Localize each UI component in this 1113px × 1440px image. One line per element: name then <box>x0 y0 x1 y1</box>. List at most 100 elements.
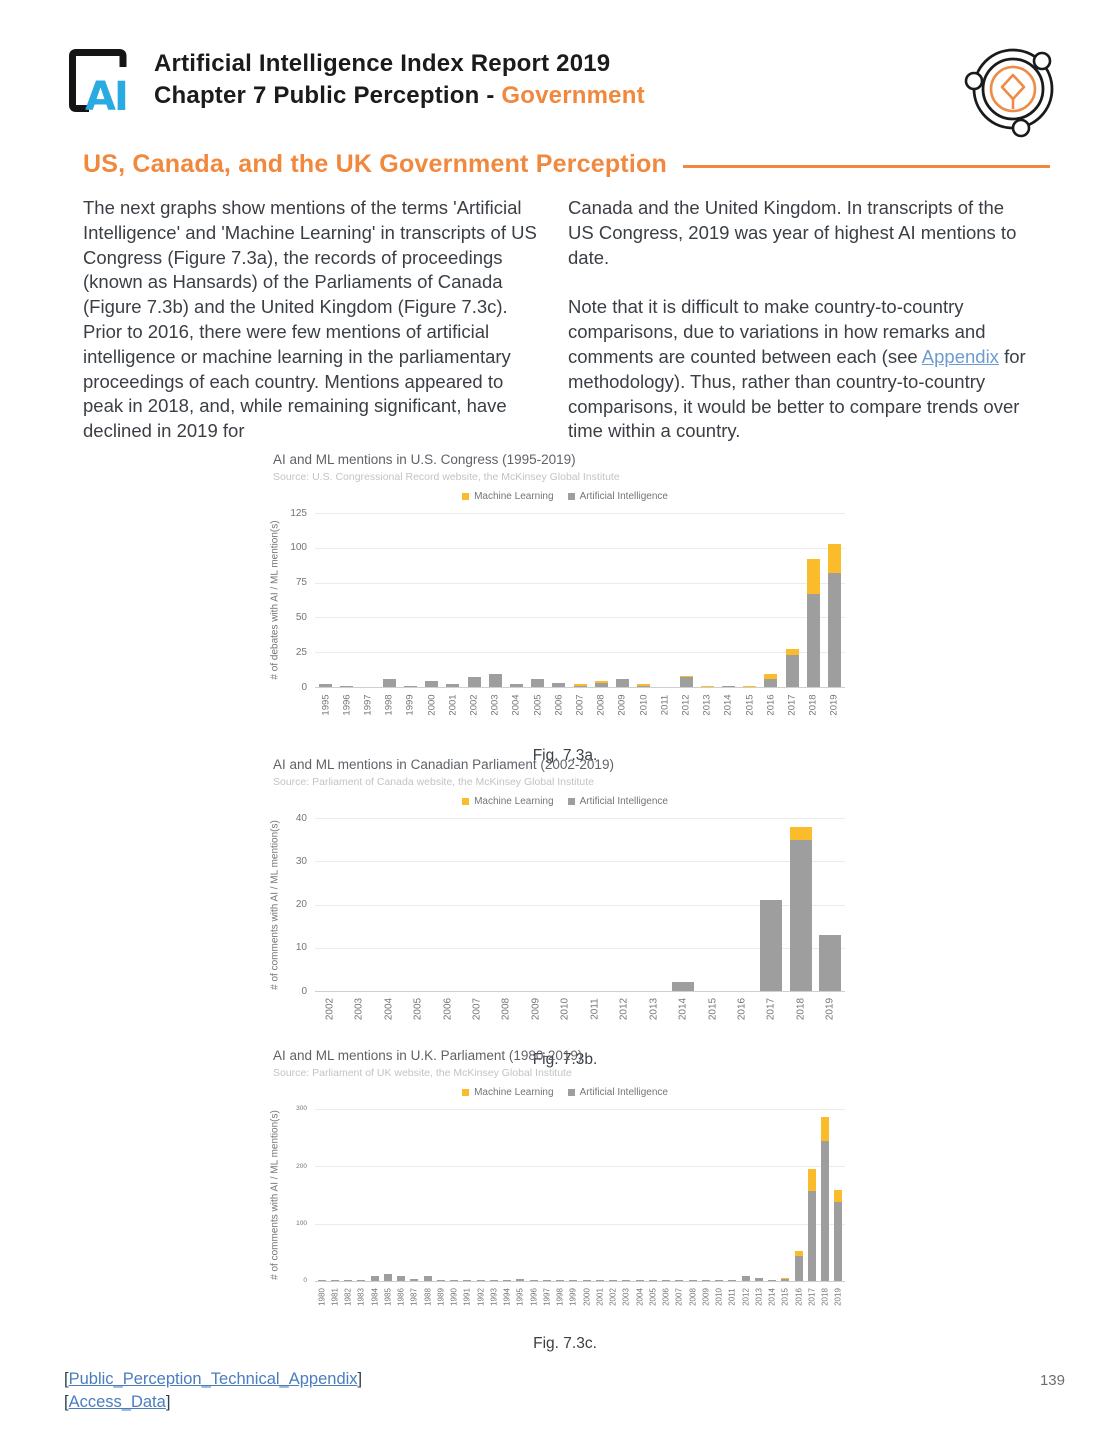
x-tick-label: 1996 <box>529 1288 539 1306</box>
bar-segment <box>764 678 778 687</box>
x-tick-label: 1999 <box>404 694 416 716</box>
bar-segment <box>467 677 481 687</box>
y-axis-title: # of comments with AI / ML mention(s) <box>269 819 281 990</box>
y-tick-label: 25 <box>295 646 307 658</box>
bar-segment <box>728 1280 737 1282</box>
bar-segment <box>503 1279 512 1281</box>
bar-segment <box>827 572 841 687</box>
x-tick-label: 2003 <box>489 694 501 716</box>
x-tick-label: 2002 <box>608 1288 618 1306</box>
access-data-link[interactable]: Access_Data <box>68 1393 166 1411</box>
chart-legend: Machine Learning Artificial Intelligence <box>265 794 865 808</box>
bar-segment <box>357 1280 366 1282</box>
report-title: Artificial Intelligence Index Report 201… <box>154 50 611 77</box>
bar-segment <box>594 682 608 687</box>
bar-segment <box>397 1275 406 1281</box>
bar-segment <box>700 685 714 687</box>
legend-label: Machine Learning <box>474 795 554 807</box>
x-tick-label: 2014 <box>722 694 734 716</box>
x-tick-label: 1989 <box>436 1288 446 1306</box>
paragraph-text: Note that it is difficult to make countr… <box>568 296 986 367</box>
x-axis-line <box>315 687 845 688</box>
bar-segment <box>834 1189 843 1202</box>
x-tick-label: 1996 <box>341 694 353 716</box>
x-tick-label: 1982 <box>343 1288 353 1306</box>
y-tick-label: 100 <box>290 542 307 554</box>
appendix-link[interactable]: Appendix <box>921 345 999 367</box>
bar-segment <box>340 685 354 687</box>
x-tick-label: 2006 <box>661 1288 671 1306</box>
y-tick-label: 100 <box>296 1220 307 1228</box>
x-tick-label: 2016 <box>736 997 748 1021</box>
bar-segment <box>542 1280 551 1282</box>
bar-segment <box>410 1278 419 1281</box>
x-tick-label: 2019 <box>828 694 840 716</box>
bracket: [ <box>64 1393 69 1411</box>
technical-appendix-link[interactable]: Public_Perception_Technical_Appendix <box>68 1370 358 1388</box>
x-tick-label: 1999 <box>568 1288 578 1306</box>
bar-segment <box>595 1280 604 1282</box>
bar-segment <box>789 826 812 840</box>
gridline <box>315 861 845 863</box>
footer-link-row: [Public_Perception_Technical_Appendix] <box>64 1368 362 1391</box>
x-axis-line <box>315 991 845 992</box>
chart-legend: Machine Learning Artificial Intelligence <box>265 489 865 503</box>
legend-swatch-icon <box>462 492 470 500</box>
x-axis-line <box>315 1281 845 1282</box>
bar-segment <box>382 678 396 687</box>
x-tick-label: 2004 <box>635 1288 645 1306</box>
bar-segment <box>529 1280 538 1282</box>
x-tick-label: 1993 <box>489 1288 499 1306</box>
x-tick-label: 1991 <box>462 1288 472 1306</box>
bar-segment <box>781 1278 790 1281</box>
legend-label: Artificial Intelligence <box>579 1086 668 1098</box>
x-tick-label: 1986 <box>396 1288 406 1306</box>
section-rule <box>682 165 1050 168</box>
bar-segment <box>489 1280 498 1282</box>
bar-segment <box>531 678 545 687</box>
x-tick-label: 1995 <box>320 694 332 716</box>
x-tick-label: 2000 <box>426 694 438 716</box>
ai-index-logo-icon: AI <box>69 49 129 118</box>
bar-segment <box>637 684 651 686</box>
x-tick-label: 2009 <box>616 694 628 716</box>
bar-segment <box>789 839 812 991</box>
x-tick-label: 2001 <box>447 694 459 716</box>
x-tick-label: 2011 <box>659 694 671 716</box>
y-tick-label: 40 <box>295 812 307 824</box>
x-tick-label: 2007 <box>674 1288 684 1306</box>
gridline <box>315 582 845 584</box>
y-axis-title: # of debates with AI / ML mention(s) <box>269 520 281 680</box>
x-tick-label: 2014 <box>767 1288 777 1306</box>
x-tick-label: 2005 <box>412 997 424 1021</box>
intro-columns: The next graphs show mentions of the ter… <box>83 196 1033 469</box>
bar-segment <box>383 1274 392 1281</box>
legend-swatch-icon <box>462 1088 470 1096</box>
x-tick-label: 1998 <box>383 694 395 716</box>
bar-segment <box>488 674 502 687</box>
x-tick-label: 2013 <box>754 1288 764 1306</box>
bar-segment <box>552 682 566 687</box>
intro-right-column: Canada and the United Kingdom. In transc… <box>568 196 1033 469</box>
x-tick-label: 2007 <box>471 997 483 1021</box>
bar-segment <box>615 678 629 687</box>
x-tick-label: 2013 <box>701 694 713 716</box>
bar-segment <box>436 1279 445 1281</box>
bar-segment <box>794 1251 803 1256</box>
y-tick-label: 50 <box>295 611 307 623</box>
bar-segment <box>446 684 460 687</box>
x-tick-label: 1985 <box>383 1288 393 1306</box>
bar-segment <box>785 649 799 655</box>
x-tick-label: 1983 <box>356 1288 366 1306</box>
figure-caption: Fig. 7.3c. <box>533 1335 597 1352</box>
chart-legend: Machine Learning Artificial Intelligence <box>265 1085 865 1099</box>
bar-segment <box>785 654 799 687</box>
gridline <box>315 652 845 654</box>
bar-segment <box>556 1279 565 1281</box>
bar-segment <box>330 1279 339 1281</box>
plot-area: 0 10 20 30 40 2002 2003 2004 2005 2006 2007 2008 200… <box>265 810 865 1037</box>
section-heading: US, Canada, and the UK Government Percep… <box>83 150 1050 179</box>
bar-segment <box>403 685 417 687</box>
gridline <box>315 1223 845 1225</box>
x-tick-label: 2006 <box>553 694 565 716</box>
